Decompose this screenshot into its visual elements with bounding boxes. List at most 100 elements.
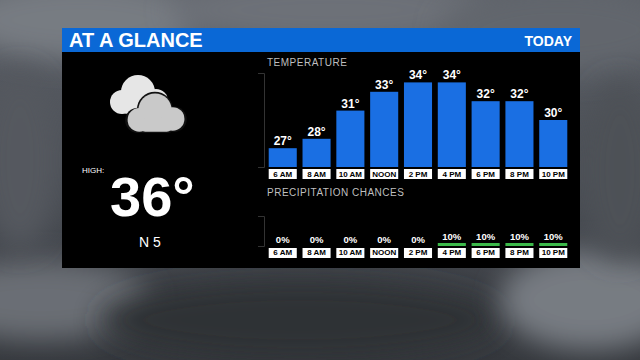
x-tick: 10 AM	[336, 169, 364, 179]
wind: N 5	[139, 234, 161, 250]
data-label: 10%	[476, 231, 496, 242]
x-label-box	[269, 169, 297, 179]
bar	[303, 246, 331, 247]
data-labels: 27°28°31°33°34°34°32°32°30°	[274, 68, 563, 148]
header-bar	[62, 28, 580, 52]
high-value: 36°	[110, 165, 195, 228]
bar	[269, 246, 297, 247]
data-label: 0%	[310, 234, 324, 245]
bar	[370, 92, 398, 167]
chart-title: TEMPERATURE	[267, 57, 347, 68]
x-tick-label: 6 PM	[476, 248, 495, 257]
x-tick-label: 10 PM	[542, 248, 565, 257]
x-label-box	[505, 248, 533, 258]
x-tick-label: 2 PM	[409, 170, 428, 179]
y-axis	[258, 74, 265, 168]
temperature-chart: TEMPERATURE6 AM8 AM10 AMNOON2 PM4 PM6 PM…	[258, 57, 567, 179]
bar	[269, 148, 297, 167]
x-label-box	[539, 169, 567, 179]
x-label-box	[269, 248, 297, 258]
bars	[438, 243, 568, 246]
x-tick: 4 PM	[438, 248, 466, 258]
x-tick-label: 8 AM	[307, 170, 326, 179]
x-tick-label: 10 AM	[339, 170, 363, 179]
x-label-box	[472, 248, 500, 258]
x-label-box	[336, 169, 364, 179]
x-tick: 8 AM	[303, 169, 331, 179]
bar	[505, 101, 533, 167]
x-label-box	[505, 169, 533, 179]
x-tick: 8 PM	[505, 248, 533, 258]
bar	[404, 82, 432, 167]
data-label: 31°	[341, 97, 359, 111]
data-label: 10%	[442, 231, 462, 242]
x-axis: 6 AM 8 AM 10 AM NOON 2 PM 4 PM 6 PM 8 PM 10 PM	[269, 248, 568, 258]
data-label: 0%	[276, 234, 290, 245]
bar	[404, 246, 432, 247]
x-label-box	[438, 169, 466, 179]
x-tick-label: NOON	[372, 248, 396, 257]
data-label: 0%	[411, 234, 425, 245]
bar	[438, 243, 466, 246]
x-label-box	[303, 248, 331, 258]
data-label: 33°	[375, 78, 393, 92]
x-tick: 6 AM	[269, 169, 297, 179]
precipitation-chart: PRECIPITATION CHANCES 6 AM 8 AM 10 AM NOON 2 …	[258, 187, 567, 258]
x-tick: 10 AM	[336, 248, 364, 258]
data-label: 10%	[544, 231, 564, 242]
bar	[505, 243, 533, 246]
cloud-texture	[100, 280, 500, 360]
data-label: 0%	[344, 234, 358, 245]
data-label: 34°	[409, 68, 427, 82]
data-label: 10%	[510, 231, 530, 242]
x-label-box	[336, 248, 364, 258]
chart-title: PRECIPITATION CHANCES	[267, 187, 404, 198]
background	[0, 0, 640, 360]
x-tick-label: 4 PM	[442, 170, 461, 179]
bar	[472, 243, 500, 246]
cloud-part	[138, 118, 174, 133]
data-labels: 0%0%0%0%0%10%10%10%10%	[276, 231, 563, 245]
x-tick: 2 PM	[404, 248, 432, 258]
x-tick: NOON	[370, 248, 398, 258]
bar	[336, 111, 364, 167]
x-tick-label: 10 PM	[542, 170, 565, 179]
x-label-box	[404, 169, 432, 179]
bar	[438, 82, 466, 167]
x-tick: 2 PM	[404, 169, 432, 179]
x-tick: NOON	[370, 169, 398, 179]
y-axis-line	[258, 217, 265, 247]
x-label-box	[370, 169, 398, 179]
data-label: 30°	[544, 106, 562, 120]
cloud-texture	[0, 70, 60, 250]
panel	[62, 52, 580, 268]
x-label-box	[404, 248, 432, 258]
x-tick: 6 PM	[472, 248, 500, 258]
x-tick-label: 2 PM	[409, 248, 428, 257]
data-label: 32°	[477, 87, 495, 101]
data-label: 27°	[274, 134, 292, 148]
x-tick-label: 8 AM	[307, 248, 326, 257]
header-title: AT A GLANCE	[69, 29, 203, 51]
x-axis: 6 AM8 AM10 AMNOON2 PM4 PM6 PM8 PM10 PM	[269, 169, 568, 179]
bar	[303, 139, 331, 167]
y-axis-line	[258, 74, 265, 168]
x-tick: 8 AM	[303, 248, 331, 258]
bars	[269, 82, 568, 167]
bar	[370, 246, 398, 247]
bar	[472, 101, 500, 167]
x-tick-label: 4 PM	[442, 248, 461, 257]
x-label-box	[303, 169, 331, 179]
bar	[539, 120, 567, 167]
x-tick: 6 AM	[269, 248, 297, 258]
x-label-box	[438, 248, 466, 258]
x-tick: 4 PM	[438, 169, 466, 179]
bar	[336, 246, 364, 247]
header-period: TODAY	[525, 33, 573, 49]
data-label: 32°	[510, 87, 528, 101]
canvas: AT A GLANCETODAYHIGH:36°N 5TEMPERATURE6 …	[0, 0, 640, 360]
x-tick-label: 8 PM	[510, 170, 529, 179]
x-tick: 10 PM	[539, 248, 567, 258]
bar	[539, 243, 567, 246]
cloud-part	[139, 118, 172, 132]
